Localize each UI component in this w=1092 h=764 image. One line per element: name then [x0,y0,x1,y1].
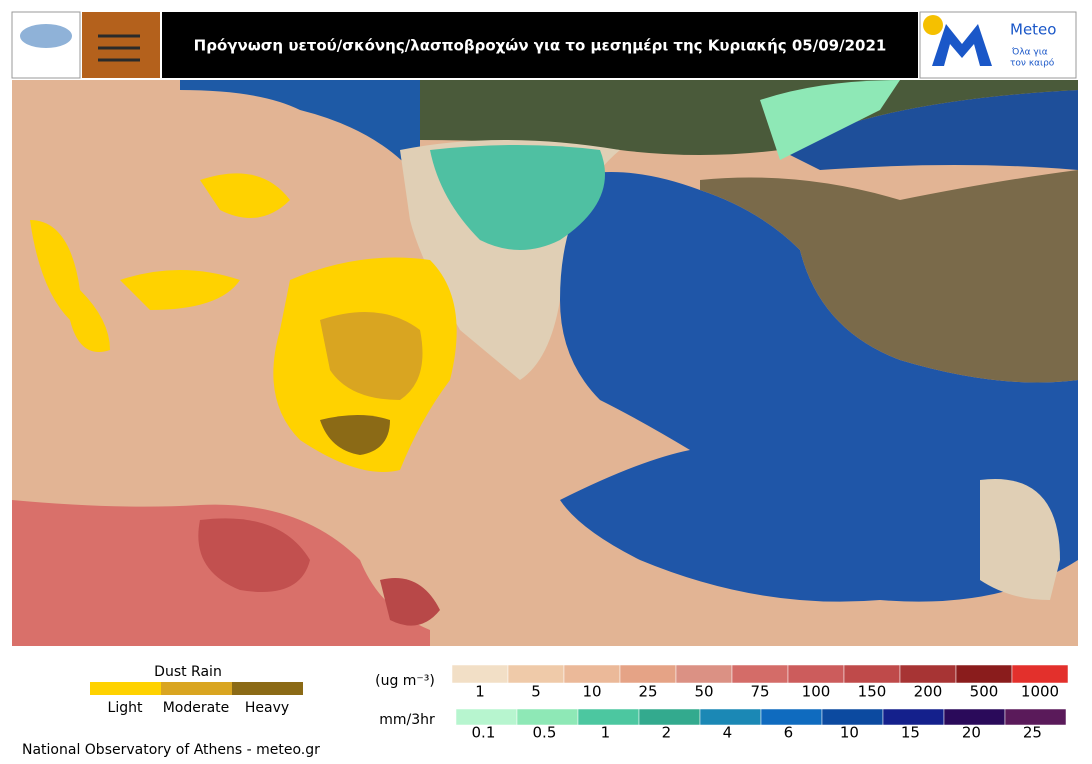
precipitation-label: 4 [723,724,733,742]
wind-icon [98,34,140,62]
precipitation-unit: mm/3hr [379,712,435,728]
concentration-label: 1000 [1021,683,1059,701]
dust-rain-title: Dust Rain [154,664,222,680]
header-bar [162,12,918,78]
concentration-swatch [731,664,789,684]
dust-rain-swatch [161,682,232,695]
logo-sun [923,15,943,35]
dust-rain [320,312,423,400]
concentration-label: 10 [582,683,601,701]
precipitation-label: 1 [601,724,611,742]
sea [180,80,420,180]
logo-name: Meteo [1010,21,1056,39]
concentration-label: 25 [638,683,657,701]
logo-tagline: τον καιρό [1010,58,1055,69]
dust-rain-label: Heavy [245,700,289,716]
concentration-swatch [1011,664,1069,684]
concentration-swatch [619,664,677,684]
concentration-label: 100 [802,683,831,701]
concentration-swatch [787,664,845,684]
land-light [980,479,1060,600]
precipitation-label: 0.1 [472,724,496,742]
map [12,80,1078,646]
dust-rain-label: Moderate [163,700,230,716]
dust-rain-label: Light [108,700,143,716]
concentration-label: 150 [858,683,887,701]
concentration-label: 75 [750,683,769,701]
land [700,170,1078,383]
precipitation-swatch [1004,708,1067,726]
precipitation-label: 15 [901,724,920,742]
logo-tagline: Όλα για [1011,47,1048,58]
dust-rain [30,220,110,352]
wind-icon-box [82,12,160,78]
dust-peak [380,578,440,626]
rain [760,80,900,160]
concentration-label: 50 [694,683,713,701]
sea [780,90,1078,170]
header-title: Πρόγνωση υετού/σκόνης/λασποβροχών για το… [194,37,887,55]
dust-peak [198,518,310,592]
concentration-swatch [451,664,509,684]
precipitation-label: 6 [784,724,794,742]
concentration-unit: (ug m⁻³) [375,673,435,689]
dust-rain [320,415,390,455]
concentration-swatch [843,664,901,684]
precipitation-label: 25 [1023,724,1042,742]
precipitation-label: 10 [840,724,859,742]
dust-rain [120,270,240,310]
precipitation-label: 20 [962,724,981,742]
concentration-label: 500 [970,683,999,701]
precipitation-label: 2 [662,724,672,742]
land [420,80,1078,155]
dust-rain-swatch [232,682,303,695]
concentration-swatch [563,664,621,684]
concentration-swatch [507,664,565,684]
concentration-label: 200 [914,683,943,701]
logo-mark [932,24,992,66]
cloud-icon [20,24,72,48]
footer-credit: National Observatory of Athens - meteo.g… [22,742,320,758]
rain [430,145,605,250]
concentration-label: 1 [475,683,485,701]
dust-rain-swatch [90,682,161,695]
concentration-label: 5 [531,683,541,701]
precipitation-label: 0.5 [533,724,557,742]
concentration-swatch [899,664,957,684]
dust-rain [200,173,290,218]
concentration-swatch [675,664,733,684]
sea [560,172,1078,602]
concentration-swatch [955,664,1013,684]
